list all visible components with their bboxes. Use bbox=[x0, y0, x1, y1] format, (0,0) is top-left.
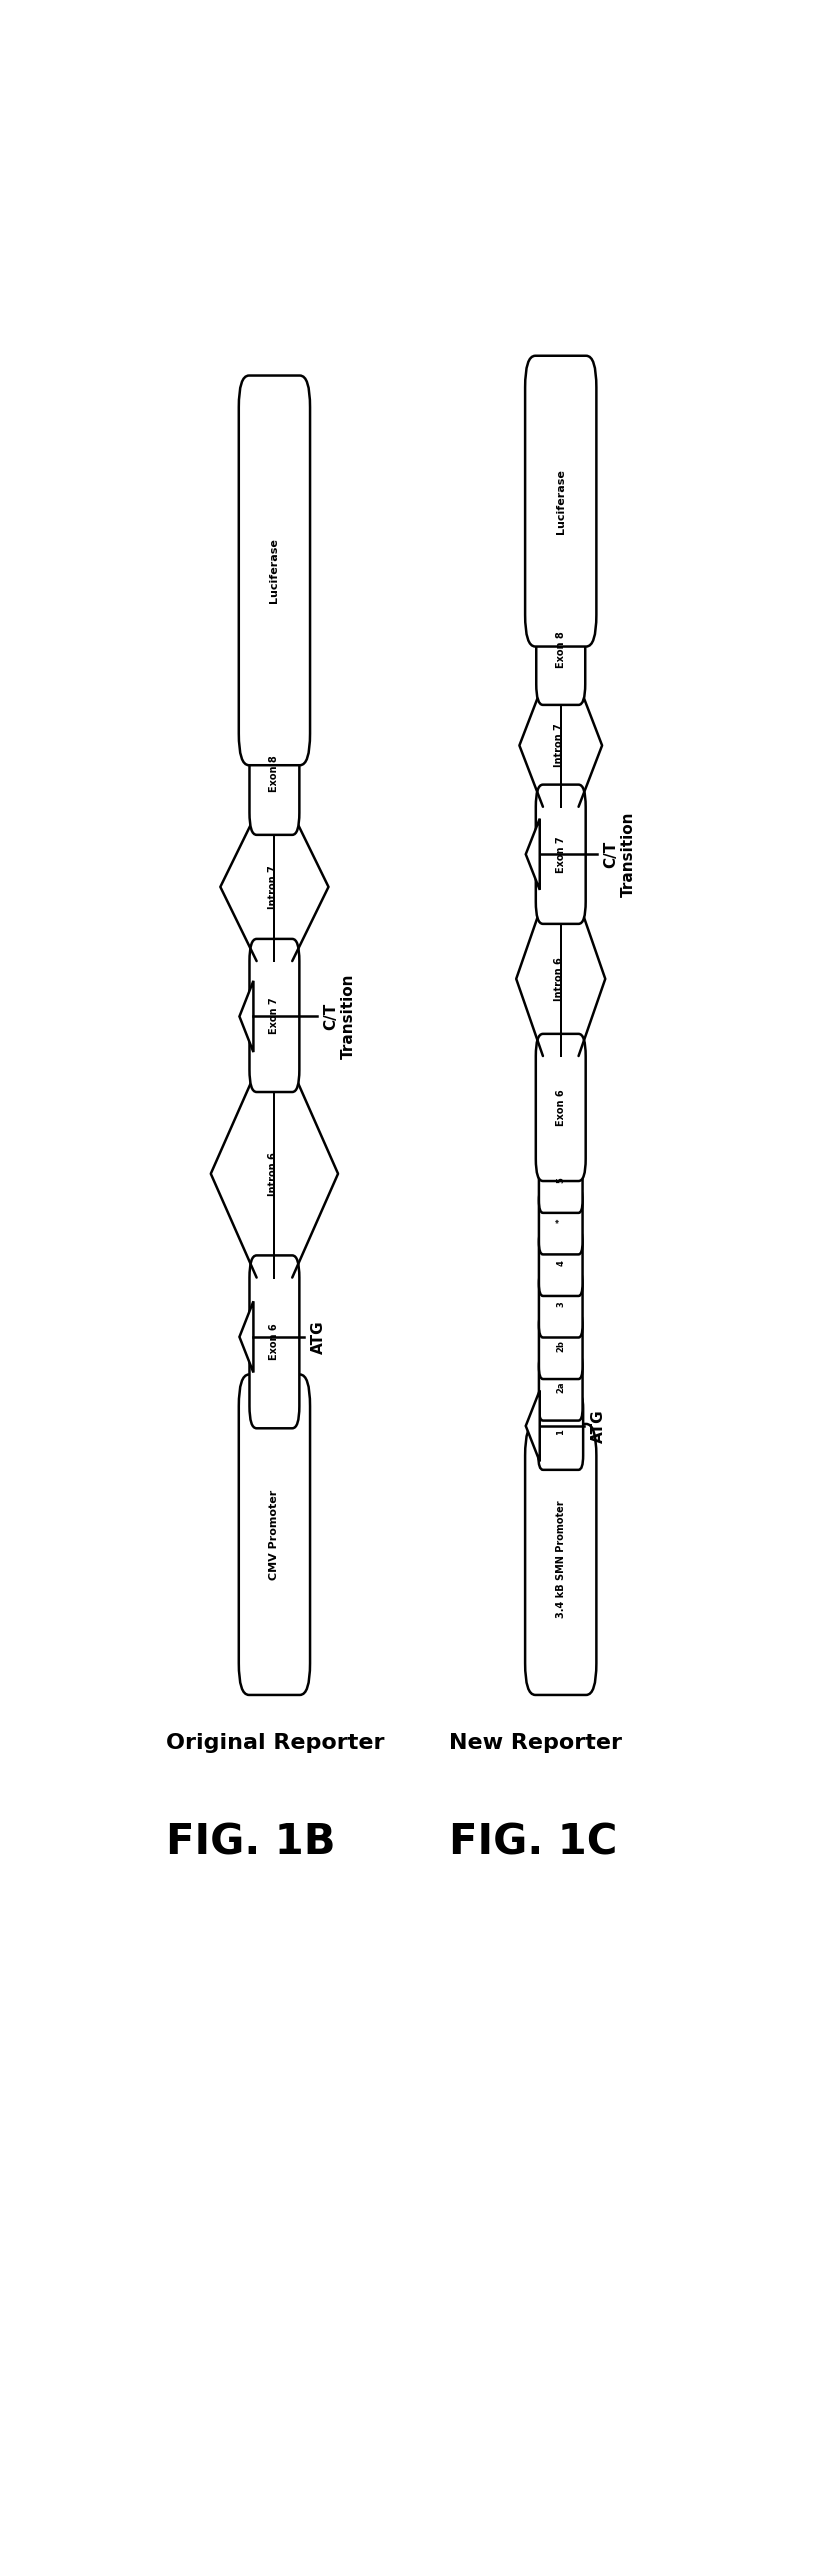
Text: Original Reporter: Original Reporter bbox=[166, 1732, 385, 1752]
Text: FIG. 1B: FIG. 1B bbox=[166, 1821, 336, 1863]
FancyBboxPatch shape bbox=[536, 784, 585, 925]
FancyBboxPatch shape bbox=[525, 355, 596, 647]
Text: 2b: 2b bbox=[557, 1341, 565, 1351]
Text: *: * bbox=[557, 1218, 565, 1223]
Text: Intron 7: Intron 7 bbox=[268, 866, 277, 909]
Text: FIG. 1C: FIG. 1C bbox=[449, 1821, 617, 1863]
Text: CMV Promoter: CMV Promoter bbox=[269, 1490, 279, 1580]
FancyBboxPatch shape bbox=[539, 1272, 583, 1338]
Text: 1: 1 bbox=[557, 1428, 565, 1436]
Polygon shape bbox=[525, 1390, 539, 1462]
FancyBboxPatch shape bbox=[250, 712, 300, 835]
FancyBboxPatch shape bbox=[250, 1256, 300, 1428]
FancyBboxPatch shape bbox=[539, 1231, 583, 1295]
Text: ATG: ATG bbox=[310, 1320, 326, 1354]
Text: Exon 6: Exon 6 bbox=[556, 1089, 566, 1125]
Text: Intron 6: Intron 6 bbox=[268, 1151, 277, 1195]
FancyBboxPatch shape bbox=[536, 593, 585, 704]
FancyBboxPatch shape bbox=[525, 1423, 596, 1696]
Text: Exon 7: Exon 7 bbox=[269, 997, 279, 1033]
Text: Luciferase: Luciferase bbox=[269, 537, 279, 604]
Polygon shape bbox=[525, 820, 539, 889]
FancyBboxPatch shape bbox=[539, 1146, 583, 1213]
Polygon shape bbox=[240, 1302, 254, 1372]
FancyBboxPatch shape bbox=[250, 938, 300, 1092]
Text: Exon 8: Exon 8 bbox=[556, 632, 566, 668]
Text: New Reporter: New Reporter bbox=[449, 1732, 622, 1752]
FancyBboxPatch shape bbox=[536, 1033, 585, 1182]
Text: 2a: 2a bbox=[557, 1382, 565, 1392]
Text: Intron 6: Intron 6 bbox=[554, 958, 564, 1002]
Text: ATG: ATG bbox=[590, 1410, 606, 1444]
Text: Intron 7: Intron 7 bbox=[554, 724, 564, 768]
Polygon shape bbox=[240, 981, 254, 1053]
FancyBboxPatch shape bbox=[239, 375, 310, 766]
Text: 5: 5 bbox=[557, 1177, 565, 1182]
Text: Luciferase: Luciferase bbox=[556, 468, 566, 534]
Text: 3: 3 bbox=[557, 1302, 565, 1308]
Text: Exon 7: Exon 7 bbox=[556, 835, 566, 873]
FancyBboxPatch shape bbox=[539, 1354, 583, 1421]
FancyBboxPatch shape bbox=[539, 1187, 583, 1254]
FancyBboxPatch shape bbox=[239, 1374, 310, 1696]
Text: Exon 8: Exon 8 bbox=[269, 755, 279, 791]
Text: C/T
Transition: C/T Transition bbox=[603, 812, 635, 897]
FancyBboxPatch shape bbox=[539, 1395, 583, 1469]
Text: C/T
Transition: C/T Transition bbox=[323, 974, 355, 1058]
Text: 4: 4 bbox=[557, 1259, 565, 1267]
FancyBboxPatch shape bbox=[539, 1313, 583, 1380]
Text: Exon 6: Exon 6 bbox=[269, 1323, 279, 1359]
Text: 3.4 kB SMN Promoter: 3.4 kB SMN Promoter bbox=[556, 1500, 566, 1618]
